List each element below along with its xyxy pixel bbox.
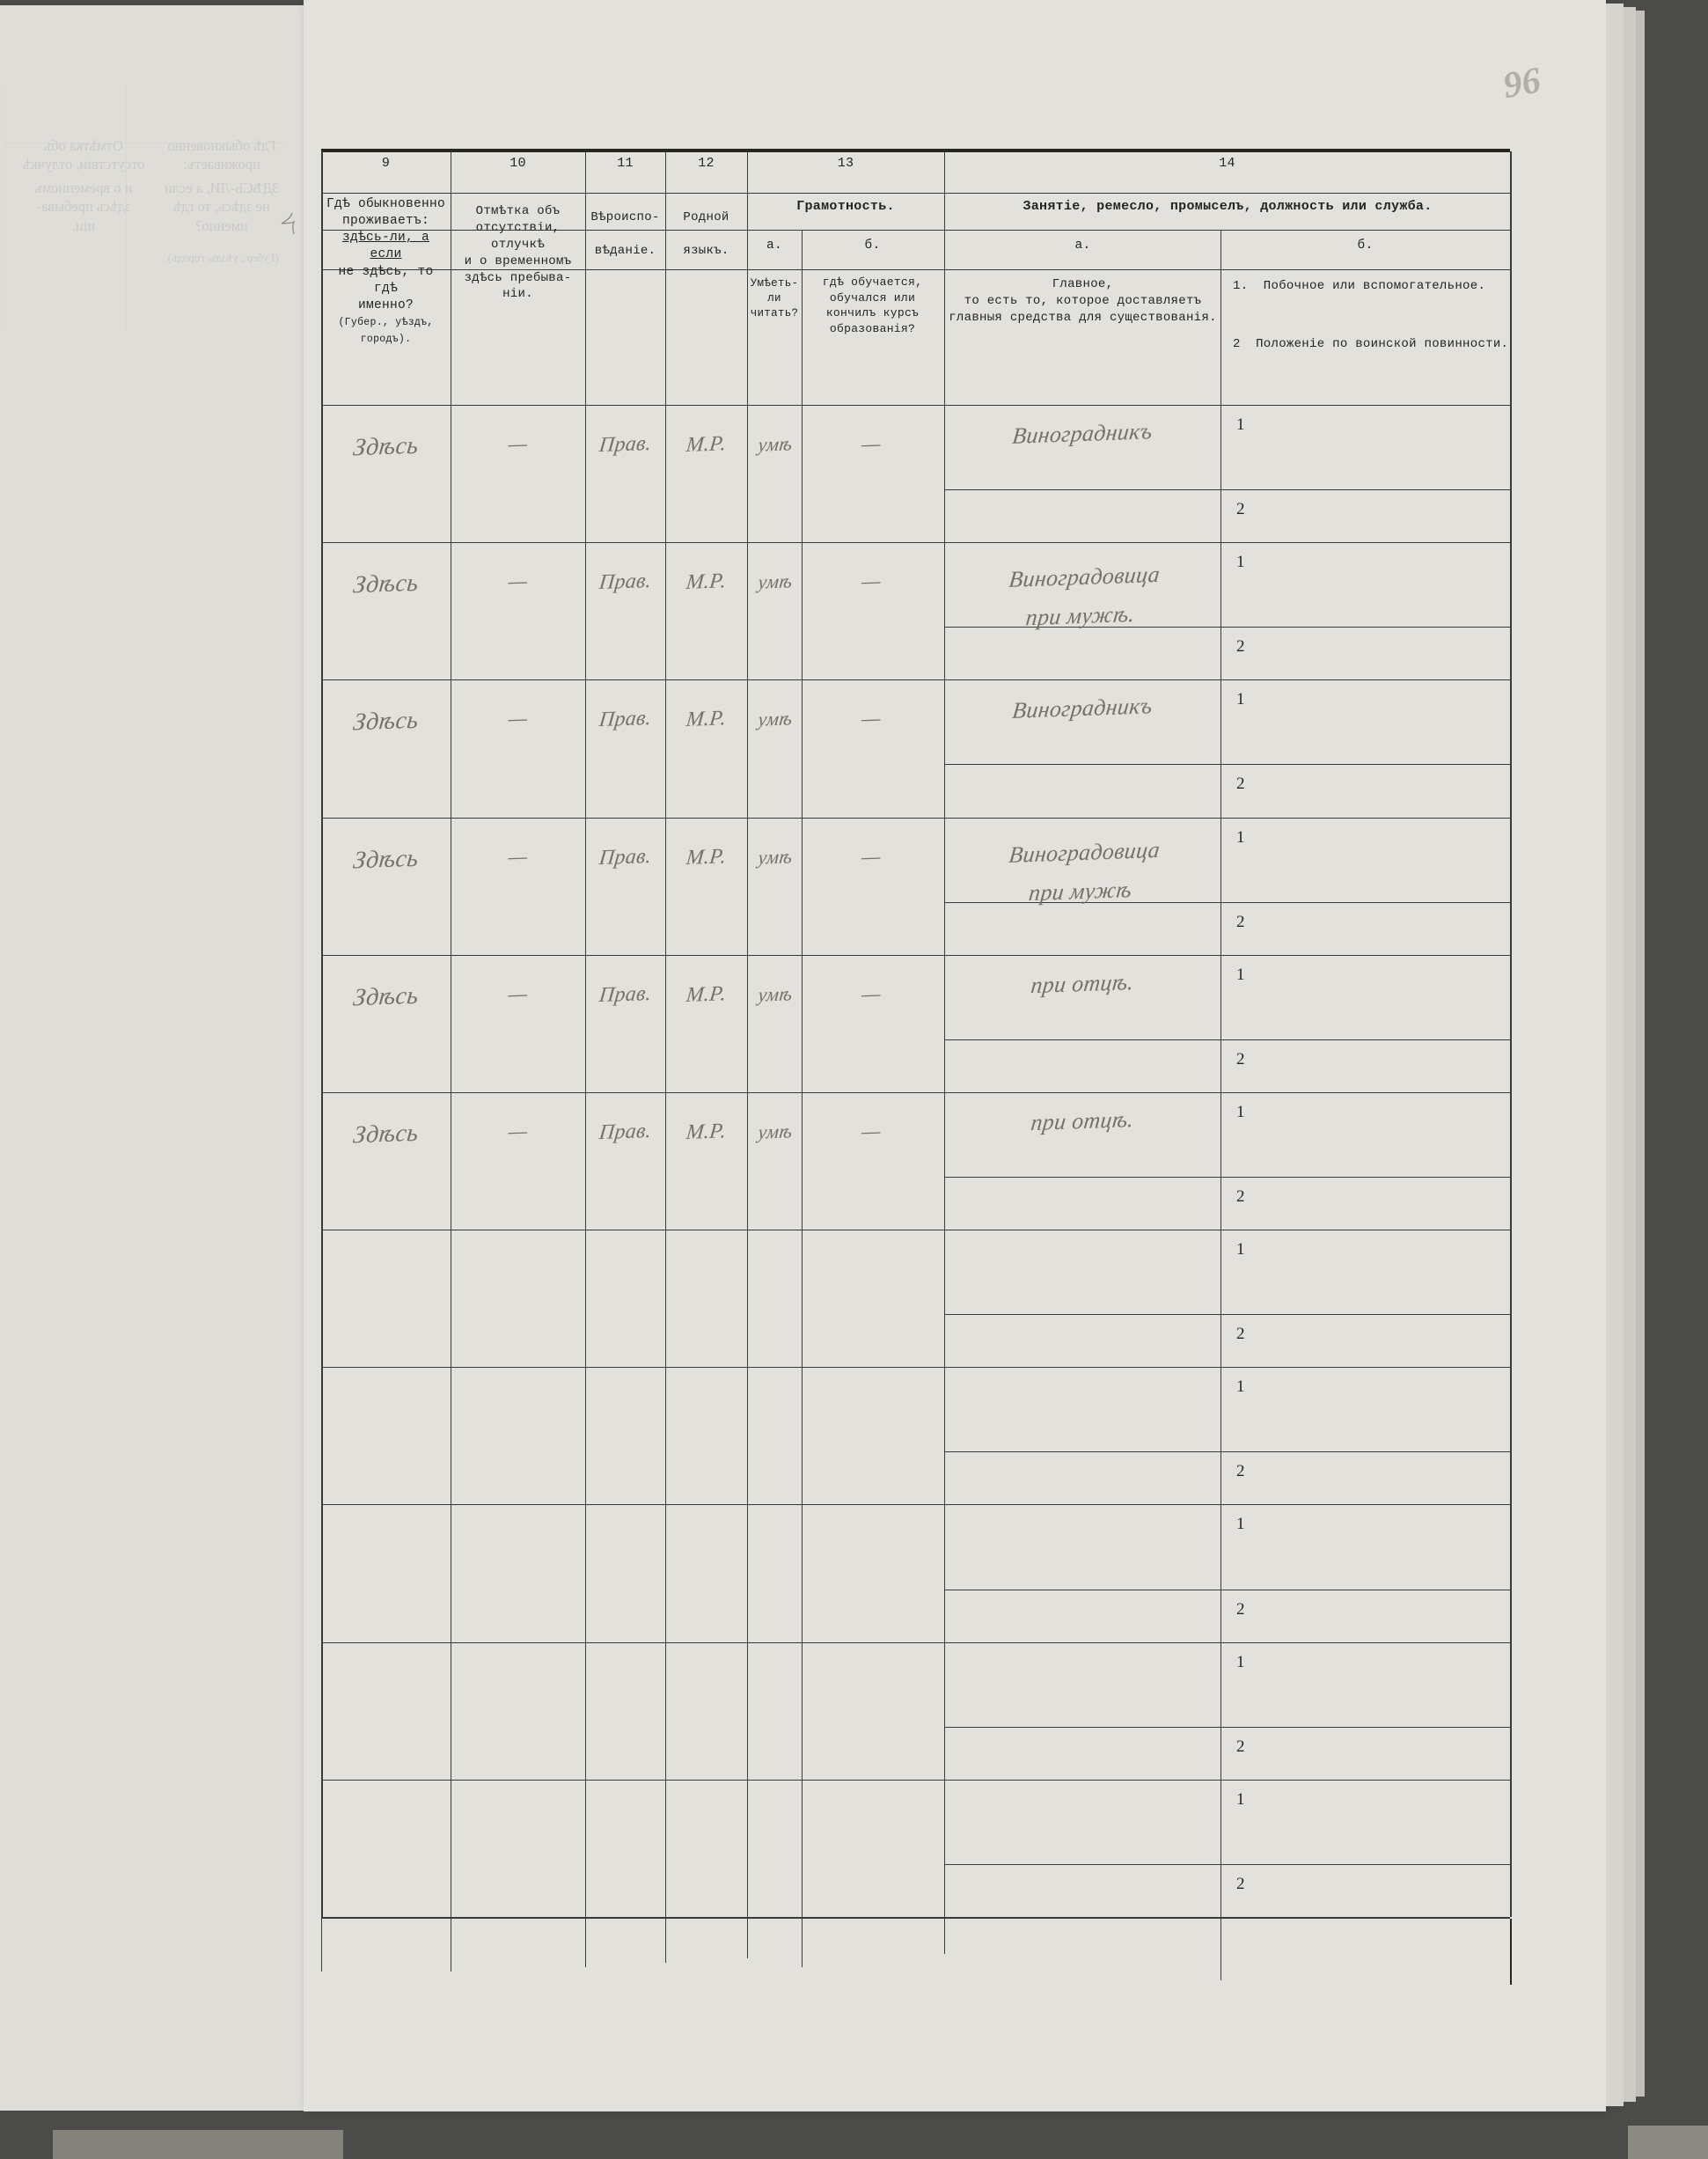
svg-text:96: 96 [1500,60,1543,106]
